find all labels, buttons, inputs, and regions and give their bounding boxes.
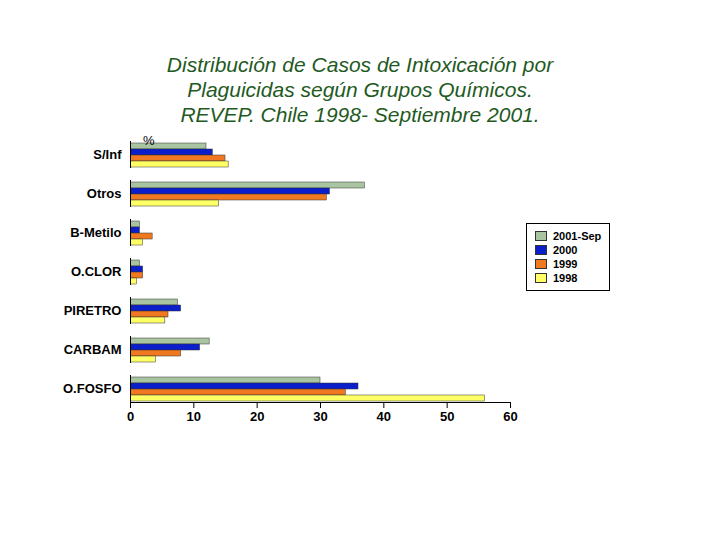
svg-text:30: 30: [313, 409, 327, 424]
svg-text:40: 40: [377, 409, 391, 424]
svg-text:0: 0: [127, 409, 134, 424]
svg-text:O.FOSFO: O.FOSFO: [63, 381, 122, 396]
svg-text:Otros: Otros: [87, 186, 122, 201]
svg-text:60: 60: [503, 409, 517, 424]
svg-text:20: 20: [250, 409, 264, 424]
svg-text:O.CLOR: O.CLOR: [71, 264, 122, 279]
html-text:2001-Sep: 2001-Sep: [553, 230, 602, 242]
svg-text:PIRETRO: PIRETRO: [64, 303, 122, 318]
svg-text:B-Metilo: B-Metilo: [70, 225, 121, 240]
svg-text:CARBAM: CARBAM: [64, 342, 122, 357]
svg-text:S/Inf: S/Inf: [93, 147, 122, 162]
html-text:2000: 2000: [553, 244, 578, 256]
html-text:1999: 1999: [553, 258, 578, 270]
html-text:Distribución de Casos de Intox: Distribución de Casos de Intoxicación po…: [166, 53, 554, 126]
svg-text:50: 50: [440, 409, 454, 424]
html-text:1998: 1998: [553, 272, 578, 284]
svg-text:10: 10: [187, 409, 201, 424]
